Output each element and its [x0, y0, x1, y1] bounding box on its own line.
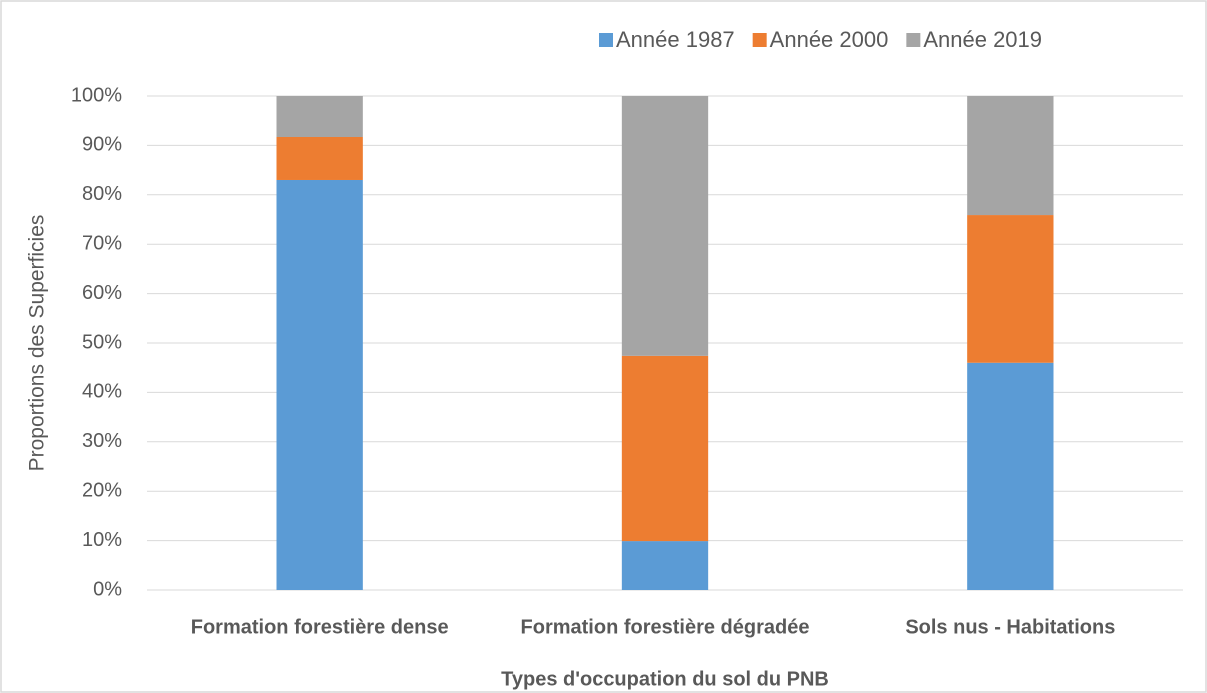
bar-segment — [276, 96, 363, 138]
legend-label: Année 2019 — [923, 27, 1042, 52]
legend-label: Année 2000 — [770, 27, 889, 52]
x-tick-label: Sols nus - Habitations — [905, 616, 1115, 638]
legend-swatch — [752, 33, 767, 47]
bar-segment — [621, 355, 709, 542]
legend-swatch — [599, 33, 613, 47]
bar-segment — [276, 179, 363, 591]
y-tick-label: 30% — [82, 430, 122, 452]
y-tick-label: 60% — [82, 282, 122, 304]
bar-segment — [621, 96, 709, 356]
y-tick-label: 10% — [82, 529, 122, 551]
bar-segment — [621, 541, 709, 590]
y-tick-label: 90% — [82, 134, 122, 156]
legend-label: Année 1987 — [616, 27, 735, 52]
y-axis-label: Proportions des Superficies — [26, 215, 49, 472]
x-tick-label: Formation forestière dégradée — [521, 616, 810, 638]
y-tick-label: 20% — [82, 479, 122, 501]
y-tick-label: 0% — [93, 578, 122, 600]
x-tick-label: Formation forestière dense — [191, 616, 449, 638]
bar-segment — [967, 215, 1054, 363]
y-tick-label: 50% — [82, 331, 122, 353]
bar-segment — [967, 362, 1054, 590]
x-axis-label: Types d'occupation du sol du PNB — [501, 668, 829, 690]
y-tick-label: 70% — [82, 232, 122, 254]
y-tick-label: 100% — [71, 84, 122, 106]
legend-swatch — [906, 33, 921, 47]
y-tick-label: 40% — [82, 381, 122, 403]
y-tick-label: 80% — [82, 183, 122, 205]
bar-segment — [967, 96, 1054, 216]
bar-segment — [276, 137, 363, 180]
